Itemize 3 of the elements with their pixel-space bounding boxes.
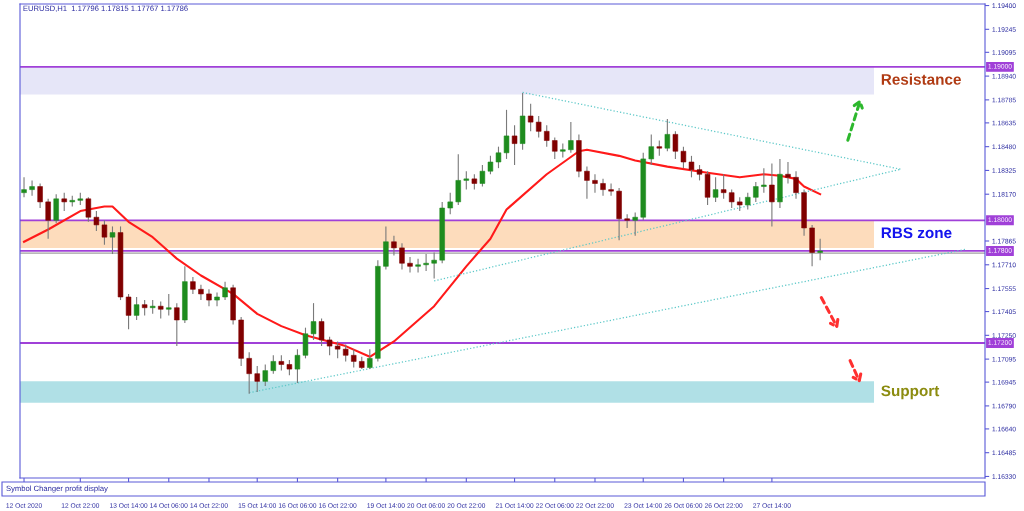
band-label: Support: [881, 385, 940, 400]
band-label: Resistance: [881, 73, 961, 85]
band-label: RBS zone: [881, 227, 952, 239]
